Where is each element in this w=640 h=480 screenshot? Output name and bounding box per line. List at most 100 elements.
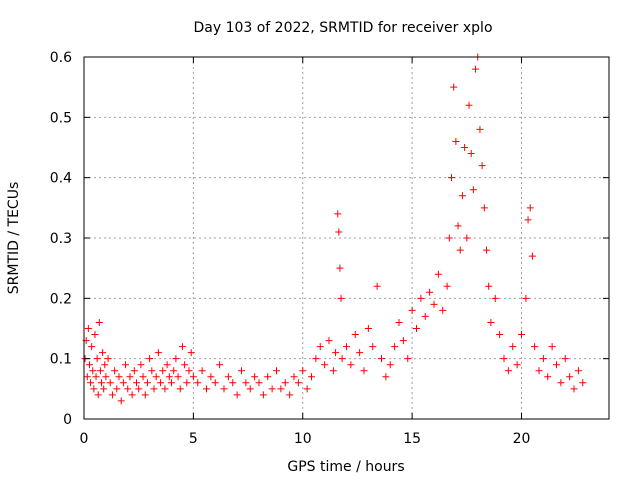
y-tick-label: 0 (63, 412, 72, 428)
data-point (316, 343, 324, 351)
data-point (94, 391, 102, 399)
data-point (185, 367, 193, 375)
data-point (454, 222, 462, 230)
data-point (356, 349, 364, 357)
data-point (325, 337, 333, 345)
data-point (478, 162, 486, 170)
data-point (159, 367, 167, 375)
data-point (467, 150, 475, 158)
data-point (122, 361, 130, 369)
data-point (111, 367, 119, 375)
data-point (561, 355, 569, 363)
data-points (81, 53, 587, 405)
data-point (194, 379, 202, 387)
data-point (469, 186, 477, 194)
data-point (246, 385, 254, 393)
data-point (303, 385, 311, 393)
data-point (242, 379, 250, 387)
data-point (338, 355, 346, 363)
data-point (154, 349, 162, 357)
data-point (124, 385, 132, 393)
data-point (476, 125, 484, 133)
data-point (259, 391, 267, 399)
data-point (100, 385, 108, 393)
data-point (88, 343, 96, 351)
data-point (509, 343, 517, 351)
data-point (308, 373, 315, 381)
data-point (203, 385, 210, 393)
data-point (544, 373, 552, 381)
data-point (347, 361, 355, 369)
data-point (351, 331, 359, 339)
data-point (143, 379, 151, 387)
data-point (290, 373, 298, 381)
data-point (566, 373, 574, 381)
data-point (373, 282, 381, 290)
data-point (238, 367, 245, 375)
data-point (334, 210, 342, 218)
data-point (99, 349, 107, 357)
data-point (281, 379, 289, 387)
x-tick-label: 0 (80, 431, 89, 447)
y-tick-labels: 0 0.1 0.2 0.3 0.4 0.5 0.6 (50, 50, 72, 428)
grid (84, 57, 609, 419)
data-point (187, 349, 195, 357)
data-point (170, 367, 178, 375)
data-point (522, 294, 530, 302)
x-tick-label: 5 (189, 431, 198, 447)
data-point (399, 337, 407, 345)
data-point (95, 318, 103, 326)
data-point (378, 355, 385, 363)
data-point (579, 379, 587, 387)
data-point (229, 379, 237, 387)
data-point (84, 325, 92, 332)
data-point (264, 373, 272, 381)
data-point (141, 391, 149, 399)
data-point (163, 361, 171, 369)
data-point (448, 174, 455, 182)
data-point (557, 379, 565, 387)
data-point (456, 246, 464, 254)
data-point (96, 367, 104, 375)
y-tick-label: 0.3 (50, 231, 72, 247)
data-point (434, 270, 442, 278)
data-point (426, 288, 434, 296)
x-tick-label: 15 (403, 431, 421, 447)
data-point (183, 379, 191, 387)
data-point (286, 391, 294, 399)
data-point (391, 343, 399, 351)
data-point (146, 355, 154, 363)
data-point (336, 264, 344, 272)
data-point (104, 355, 112, 363)
data-point (337, 294, 345, 302)
data-point (404, 355, 412, 363)
y-axis-label: SRMTID / TECUs (6, 182, 22, 295)
data-point (413, 325, 420, 332)
x-axis-label: GPS time / hours (287, 459, 404, 475)
y-tick-label: 0.2 (50, 291, 72, 307)
data-point (148, 367, 156, 375)
data-point (395, 318, 403, 326)
data-point (115, 373, 123, 381)
data-point (430, 300, 438, 308)
data-point (268, 385, 276, 393)
data-point (106, 379, 114, 387)
data-point (101, 361, 109, 369)
data-point (329, 367, 337, 375)
data-point (150, 385, 158, 393)
data-point (133, 379, 140, 387)
data-point (220, 385, 228, 393)
data-point (539, 355, 547, 363)
data-point (152, 373, 160, 381)
data-point (408, 306, 416, 314)
data-point (472, 65, 480, 73)
data-point (452, 137, 460, 145)
x-tick-label: 10 (294, 431, 312, 447)
data-point (513, 361, 521, 369)
data-point (491, 294, 499, 302)
data-point (135, 385, 143, 393)
data-point (364, 325, 372, 332)
data-point (178, 343, 186, 351)
data-point (458, 192, 466, 200)
